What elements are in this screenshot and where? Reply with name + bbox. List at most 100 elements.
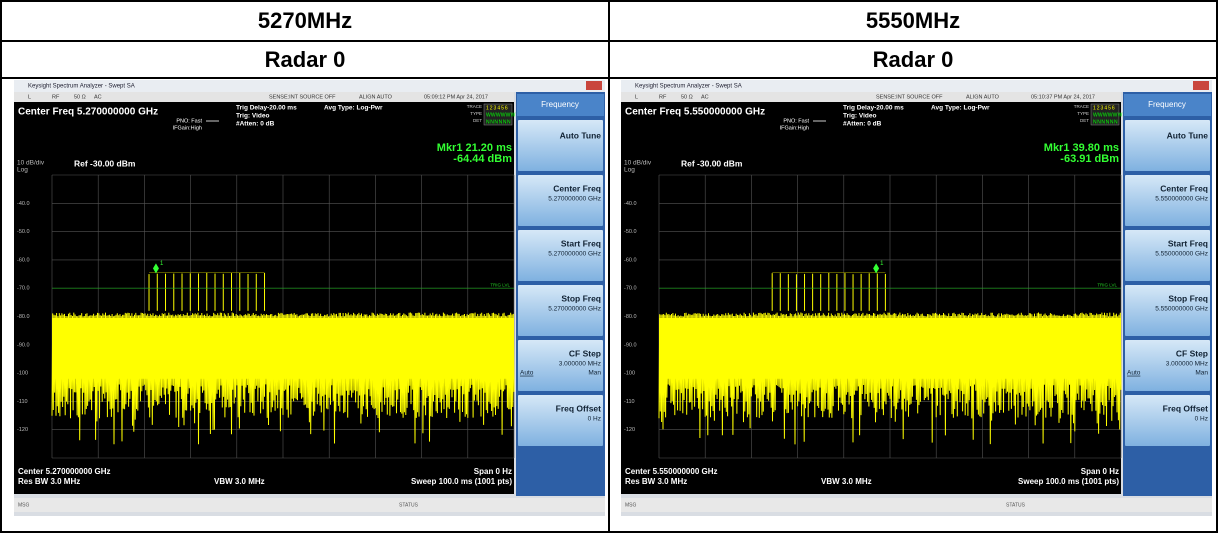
center-freq-title: Center Freq 5.550000000 GHz [625,107,765,118]
trace-label: DET [1080,118,1089,123]
trace-label: DET [473,118,482,123]
y-label: -80.0 [17,314,30,320]
setting: #Atten: 0 dB [236,121,275,128]
softkey-value: 5.270000000 GHz [548,251,601,258]
softkey-label: Start Freq [561,238,601,248]
scale-type: Log [624,167,635,174]
softkey-option: Auto [520,370,534,377]
ref-level: Ref -30.00 dBm [681,158,743,168]
center-freq-title: Center Freq 5.270000000 GHz [18,107,158,118]
softkey-label: Stop Freq [561,293,601,303]
y-label: -100 [17,371,28,377]
border [0,77,1218,79]
y-label: -80.0 [624,314,637,320]
ref-level: Ref -30.00 dBm [74,158,136,168]
status-bar: STATUS [399,502,419,508]
setting: IFGain:High [173,125,202,131]
bottom-info: Center 5.270000000 GHz [18,467,111,476]
window-close [1193,81,1209,90]
menu-title: Frequency [541,100,579,109]
setting: IFGain:High [780,125,809,131]
status-bar: STATUS [1006,502,1026,508]
softkey-label: Auto Tune [1167,130,1209,140]
status-item: RF [52,94,60,100]
softkey-value: 5.550000000 GHz [1155,196,1208,203]
bottom-info: Span 0 Hz [474,467,512,476]
softkey [1125,120,1210,171]
y-label: -90.0 [17,342,30,348]
softkey-label: Start Freq [1168,238,1208,248]
message-bar [621,498,1212,512]
status-item: RF [659,94,667,100]
trig-label: TRIG LVL [1097,283,1117,288]
softkey-label: Stop Freq [1168,293,1208,303]
y-label: -60.0 [17,257,30,263]
y-label: -120 [624,427,635,433]
setting: PNO: Fast [176,118,202,124]
row-header: Radar 0 [610,42,1216,77]
y-label: -100 [624,371,635,377]
noise-fill [52,318,514,379]
menu-title: Frequency [1148,100,1186,109]
status-item: L [635,94,638,100]
row-header: Radar 0 [2,42,608,77]
status-item: L [28,94,31,100]
setting: #Atten: 0 dB [843,121,882,128]
softkey-option: Man [1195,370,1208,377]
trace-numbers: 123456 [1093,105,1116,111]
column-header: 5270MHz [2,2,608,40]
status-item: 05:09:12 PM Apr 24, 2017 [424,94,488,100]
setting: PNO: Fast [783,118,809,124]
y-label: -120 [17,427,28,433]
window-title: Keysight Spectrum Analyzer - Swept SA [28,84,135,90]
softkey-label: CF Step [569,348,601,358]
softkey-label: Center Freq [553,183,601,193]
softkey-value: 0 Hz [588,416,601,423]
y-label: -40.0 [17,201,30,207]
trace-label: TYPE [470,111,482,116]
status-item: 50 Ω [74,94,86,100]
softkey-value: 0 Hz [1195,416,1208,423]
trig-label: TRIG LVL [490,283,510,288]
softkey-value: 3.000000 MHz [559,361,601,368]
trace-label: TRACE [1074,104,1089,109]
setting: Avg Type: Log-Pwr [324,105,383,112]
detectors: NNNNNN [1093,119,1118,125]
y-label: -50.0 [624,229,637,235]
status-bar: MSG [625,502,637,508]
setting: Avg Type: Log-Pwr [931,105,990,112]
setting: Trig Delay-20.00 ms [236,105,297,112]
bottom-info: VBW 3.0 MHz [821,477,872,486]
y-label: -110 [17,399,28,405]
trace-types: WWWWWW [1093,112,1123,118]
trace-label: TYPE [1077,111,1089,116]
trace-label: TRACE [467,104,482,109]
window-close [586,81,602,90]
border [608,0,610,533]
softkey-value: 5.270000000 GHz [548,196,601,203]
status-item: 05:10:37 PM Apr 24, 2017 [1031,94,1095,100]
softkey-label: Freq Offset [556,403,602,413]
softkey-label: Center Freq [1160,183,1208,193]
status-item: AC [94,94,102,100]
softkey-value: 5.550000000 GHz [1155,251,1208,258]
softkey-label: Auto Tune [560,130,602,140]
y-label: -110 [624,399,635,405]
bottom-info: Res BW 3.0 MHz [18,477,80,486]
status-item: ALIGN AUTO [359,94,393,100]
softkey-value: 3.000000 MHz [1166,361,1208,368]
marker-readout: -64.44 dBm [453,153,512,165]
trace-numbers: 123456 [486,105,509,111]
border [0,0,2,533]
bottom-info: Sweep 100.0 ms (1001 pts) [1018,477,1119,486]
message-bar [14,498,605,512]
setting: Trig: Video [843,113,876,120]
softkey-option: Auto [1127,370,1141,377]
bottom-info: Res BW 3.0 MHz [625,477,687,486]
status-item: ALIGN AUTO [966,94,1000,100]
softkey-value: 5.550000000 GHz [1155,306,1208,313]
status-item: 50 Ω [681,94,693,100]
y-label: -90.0 [624,342,637,348]
page: 5270MHz 5550MHz Radar 0 Radar 0 Keysight… [0,0,1218,533]
